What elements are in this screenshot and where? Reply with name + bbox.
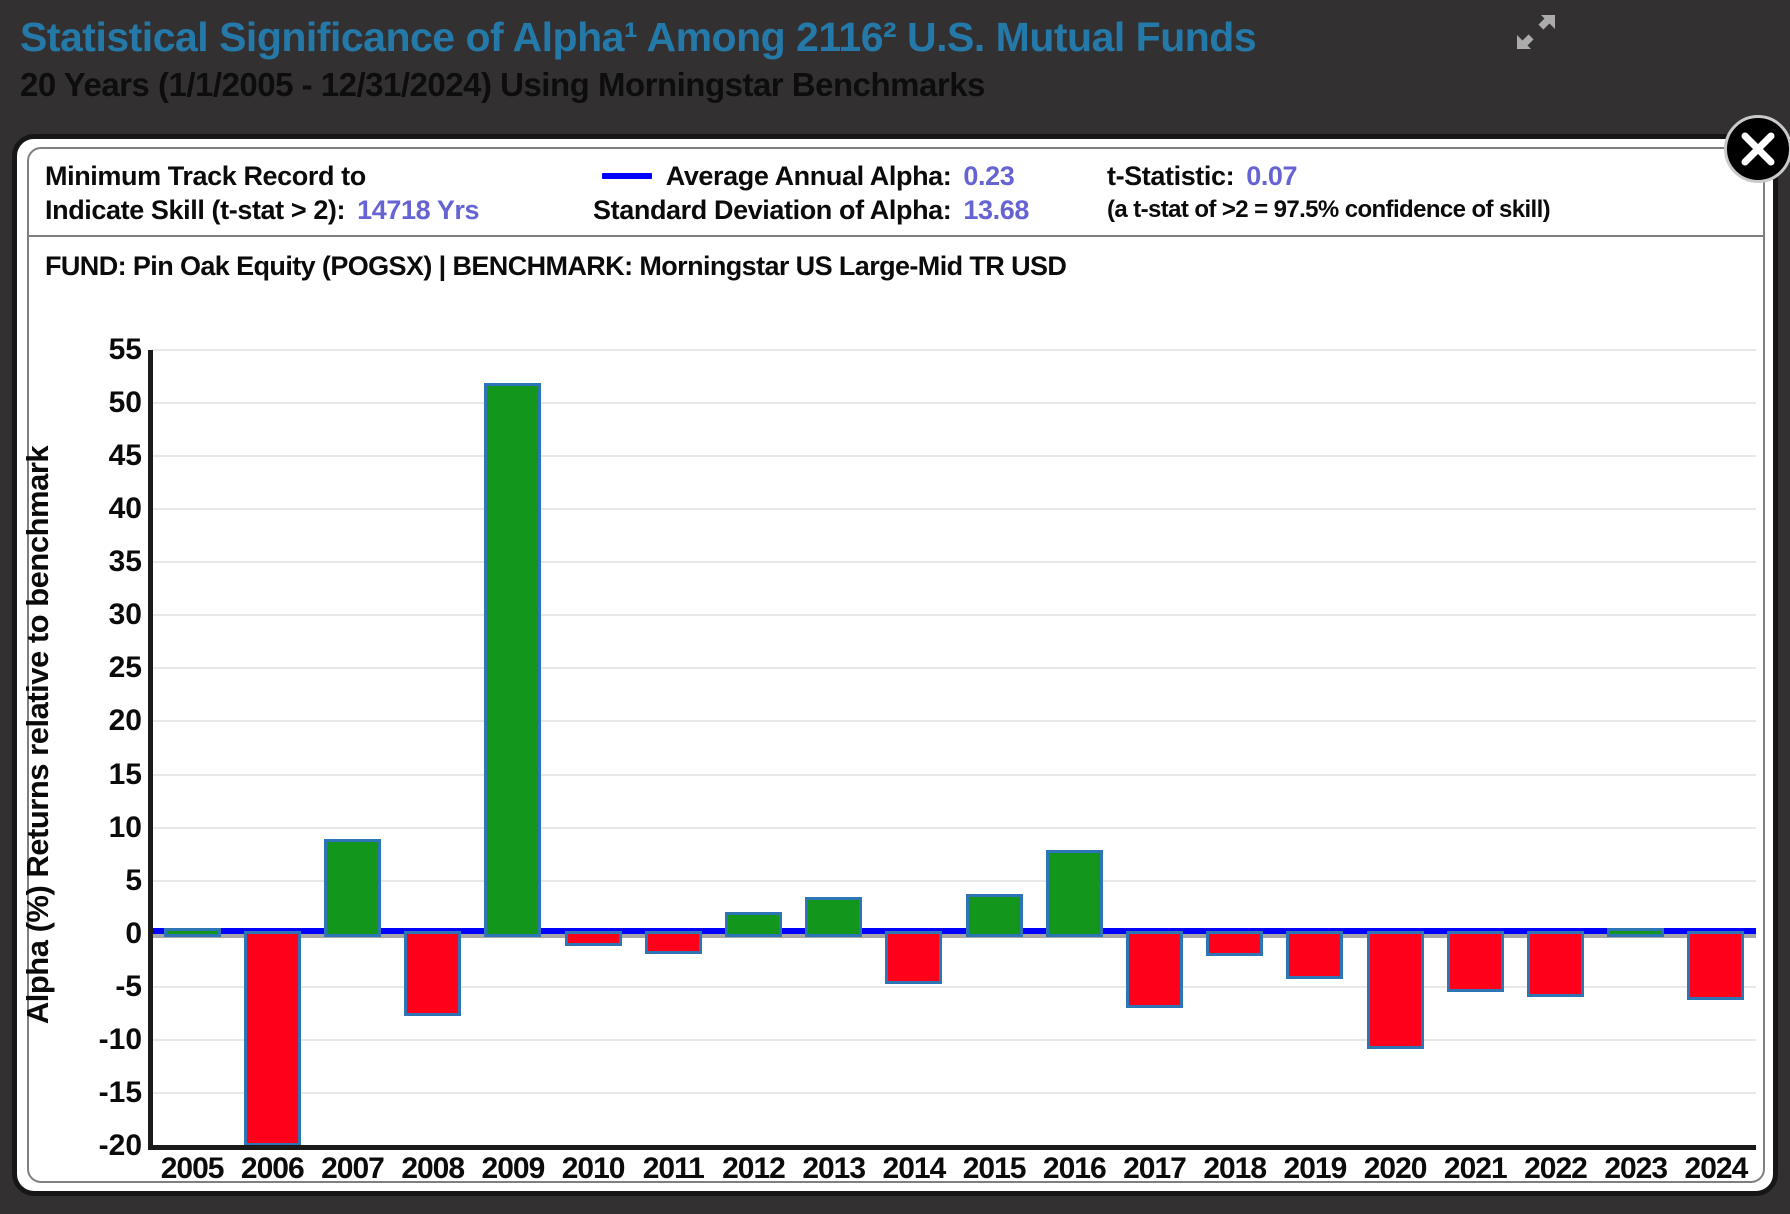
average-line-legend-swatch bbox=[601, 173, 652, 179]
close-x-icon bbox=[1741, 132, 1775, 166]
tstat-label: t-Statistic: bbox=[1107, 161, 1235, 191]
fund-benchmark-label: FUND: Pin Oak Equity (POGSX) | BENCHMARK… bbox=[45, 251, 1067, 281]
stats-legend-row: Minimum Track Record to Indicate Skill (… bbox=[29, 149, 1763, 237]
min-track-record-stat: Minimum Track Record to Indicate Skill (… bbox=[45, 159, 515, 227]
min-track-value: 14718 Yrs bbox=[357, 195, 480, 225]
std-alpha-label: Standard Deviation of Alpha: bbox=[593, 195, 952, 225]
min-track-label-line1: Minimum Track Record to bbox=[45, 161, 366, 191]
tstat-value: 0.07 bbox=[1246, 161, 1298, 191]
alpha-stats: Average Annual Alpha: 0.23 Standard Devi… bbox=[515, 159, 1107, 227]
page-title: Statistical Significance of Alpha¹ Among… bbox=[20, 14, 1257, 60]
page-subtitle: 20 Years (1/1/2005 - 12/31/2024) Using M… bbox=[20, 66, 985, 103]
expand-arrows-icon bbox=[1517, 15, 1555, 49]
tstat-note: (a t-stat of >2 = 97.5% confidence of sk… bbox=[1107, 196, 1551, 223]
std-alpha-value: 13.68 bbox=[963, 195, 1029, 225]
chart-widget: Minimum Track Record to Indicate Skill (… bbox=[27, 147, 1765, 1183]
close-button[interactable] bbox=[1724, 115, 1790, 183]
avg-alpha-label: Average Annual Alpha: bbox=[665, 161, 952, 191]
tstat-stat: t-Statistic: 0.07 (a t-stat of >2 = 97.5… bbox=[1107, 159, 1747, 227]
avg-alpha-value: 0.23 bbox=[963, 161, 1015, 191]
chart-panel: Minimum Track Record to Indicate Skill (… bbox=[12, 134, 1778, 1196]
expand-button[interactable] bbox=[1512, 8, 1560, 56]
min-track-label-line2: Indicate Skill (t-stat > 2): bbox=[45, 195, 346, 225]
